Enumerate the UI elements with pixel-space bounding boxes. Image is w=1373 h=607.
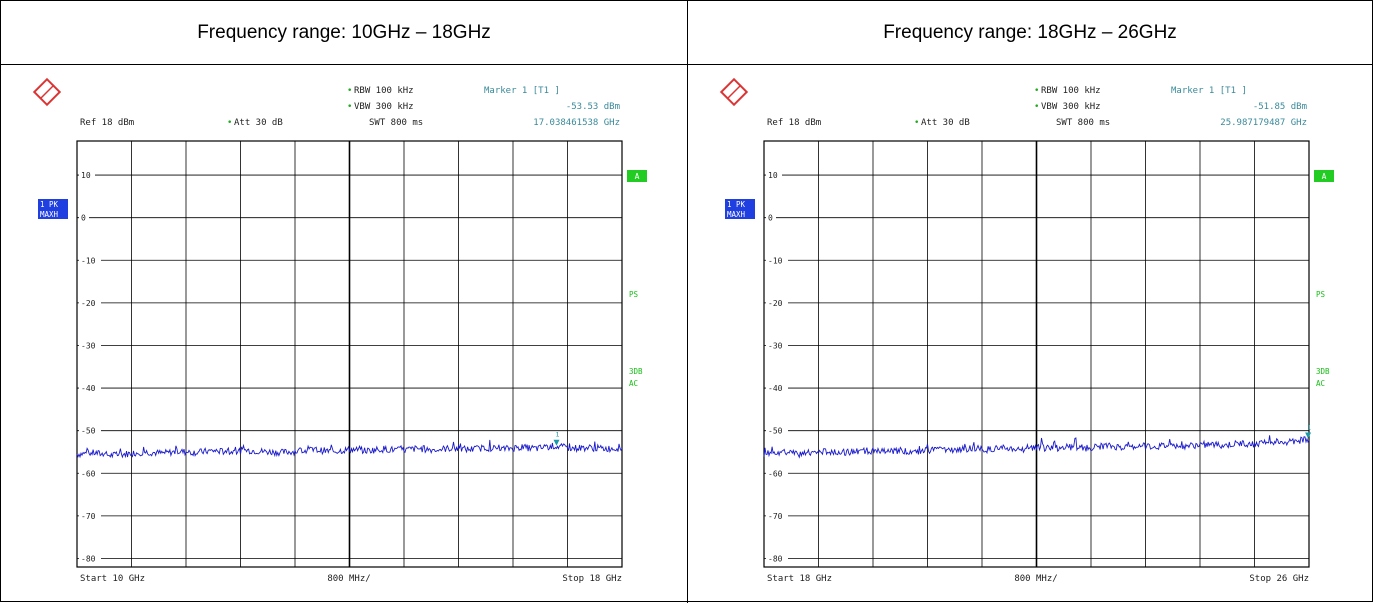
header-cell-left: Frequency range: 10GHz – 18GHz [197,22,491,43]
chart-0-trace-badge-label: 1 PK [40,200,59,209]
chart-1-rbw-dot: • [1034,86,1039,96]
chart-1-side-label-ps: PS [1316,290,1326,299]
chart-1-marker-symbol [1305,432,1312,439]
chart-0-y-tick-label: 0 [81,214,86,223]
header-cell-right: Frequency range: 18GHz – 26GHz [883,22,1177,43]
chart-1-att-dot: • [914,118,919,128]
chart-0-side-label-3db: 3DB [629,367,643,376]
chart-0-y-tick-label: -70 [81,512,96,521]
chart-0-x-start-label: Start 10 GHz [80,574,145,584]
rohde-schwarz-logo-icon [719,77,749,107]
chart-1-marker-level: -51.85 dBm [1253,102,1307,112]
chart-1-x-stop-label: Stop 26 GHz [1249,574,1309,584]
chart-1-screen-a-label: A [1322,172,1327,181]
chart-0-trace-badge [38,199,68,209]
chart-1-y-tick-label: -20 [768,299,783,308]
rohde-schwarz-logo-icon [32,77,62,107]
chart-1-marker-number: 1 [1307,424,1311,432]
chart-0-marker-title: Marker 1 [T1 ] [484,86,560,96]
chart-1-marker-title: Marker 1 [T1 ] [1171,86,1247,96]
spectrum-panel-right: • RBW 100 kHz • VBW 300 kHz SWT 800 ms Ref 18… [689,65,1372,602]
chart-0-att-label: Att 30 dB [234,118,283,128]
chart-0-y-tick-label: -20 [81,299,96,308]
chart-0-ref-label: Ref 18 dBm [80,118,134,128]
chart-0-screen-a-badge [627,170,647,182]
chart-1-y-tick-label: -10 [768,256,783,265]
chart-0-vbw-dot: • [347,102,352,112]
chart-1-x-span-label: 800 MHz/ [1014,574,1057,584]
chart-0-marker-frequency: 17.038461538 GHz [533,118,620,128]
chart-1-y-tick-label: 10 [768,171,778,180]
chart-1-vbw-label: VBW 300 kHz [1041,102,1101,112]
chart-0-y-tick-label: -40 [81,384,96,393]
chart-1-y-tick-label: -50 [768,427,783,436]
chart-0-trace-badge [38,209,68,219]
chart-0-y-tick-label: -60 [81,469,96,478]
chart-0-x-span-label: 800 MHz/ [327,574,370,584]
chart-1-trace-badge [725,209,755,219]
chart-1-y-tick-label: -30 [768,341,783,350]
chart-0-rbw-dot: • [347,86,352,96]
chart-1-att-label: Att 30 dB [921,118,970,128]
table-header-row [1,1,1372,65]
chart-1-trace-badge [725,199,755,209]
chart-1-marker-frequency: 25.987179487 GHz [1220,118,1307,128]
chart-1-rbw-label: RBW 100 kHz [1041,86,1101,96]
chart-1-vbw-dot: • [1034,102,1039,112]
chart-0-rbw-label: RBW 100 kHz [354,86,414,96]
chart-0-marker-symbol [553,439,560,446]
chart-0-y-tick-label: -10 [81,256,96,265]
chart-1-y-tick-label: -60 [768,469,783,478]
chart-0-screen-a-label: A [635,172,640,181]
chart-0-side-label-ac: AC [629,379,638,388]
chart-1-y-tick-label: -70 [768,512,783,521]
chart-1-y-tick-label: 0 [768,214,773,223]
chart-0-vbw-label: VBW 300 kHz [354,102,414,112]
chart-0-marker-number: 1 [555,431,559,439]
chart-0-y-tick-label: -80 [81,554,96,563]
chart-1-trace-badge-label: 1 PK [727,200,746,209]
chart-1-screen-a-badge [1314,170,1334,182]
chart-1-trace-badge-label: MAXH [727,210,746,219]
chart-1-y-tick-label: -40 [768,384,783,393]
chart-1-x-start-label: Start 18 GHz [767,574,832,584]
chart-1-trace-line [763,435,1310,459]
chart-0-swt-label: SWT 800 ms [369,118,423,128]
chart-0-att-dot: • [227,118,232,128]
chart-0-y-tick-label: 10 [81,171,91,180]
chart-1-swt-label: SWT 800 ms [1056,118,1110,128]
chart-0-y-tick-label: -50 [81,427,96,436]
column-divider [687,1,688,603]
chart-0-x-stop-label: Stop 18 GHz [562,574,622,584]
chart-0-marker-level: -53.53 dBm [566,102,620,112]
chart-0-trace-badge-label: MAXH [40,210,59,219]
chart-1-side-label-ac: AC [1316,379,1325,388]
chart-1-ref-label: Ref 18 dBm [767,118,821,128]
chart-1-y-tick-label: -80 [768,554,783,563]
spectrum-panel-left: • RBW 100 kHz • VBW 300 kHz SWT 800 ms Ref 18… [2,65,686,602]
chart-0-trace-line [76,439,623,459]
chart-0-side-label-ps: PS [629,290,639,299]
chart-1-side-label-3db: 3DB [1316,367,1330,376]
chart-0-y-tick-label: -30 [81,341,96,350]
